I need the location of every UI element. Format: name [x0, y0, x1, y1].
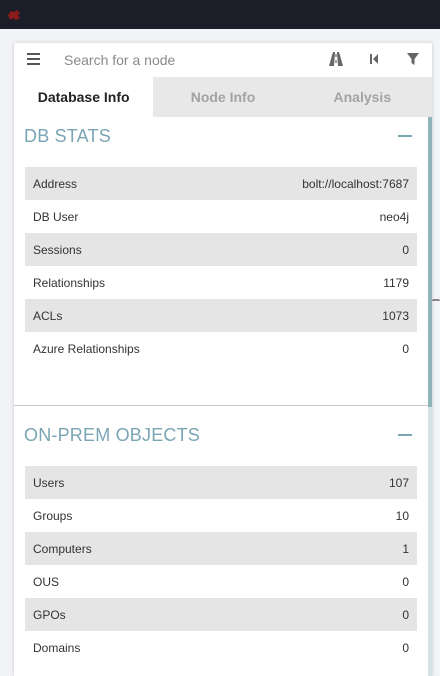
row-label: Groups	[33, 508, 73, 523]
search-bar	[14, 43, 432, 77]
graph-edge	[432, 299, 440, 303]
row-value: 1	[402, 541, 409, 556]
table-row: DB User neo4j	[25, 200, 417, 233]
row-value: 107	[388, 475, 409, 490]
bloodhound-logo-icon	[7, 8, 21, 26]
table-row: Computers 1	[25, 532, 417, 565]
table-row: Sessions 0	[25, 233, 417, 266]
db-stats-title: DB STATS	[24, 125, 111, 146]
app-topbar	[0, 0, 440, 29]
row-value: 1179	[383, 275, 409, 290]
collapse-minus-icon[interactable]	[398, 434, 412, 436]
onprem-objects-header[interactable]: ON-PREM OBJECTS	[24, 420, 414, 450]
row-label: Sessions	[33, 242, 82, 257]
tab-node-info[interactable]: Node Info	[153, 77, 293, 117]
onprem-objects-table: Users 107 Groups 10 Computers 1 OUS 0 GP…	[25, 466, 417, 664]
row-label: ACLs	[33, 308, 63, 323]
table-row: Address bolt://localhost:7687	[25, 167, 417, 200]
row-value: 0	[402, 574, 409, 589]
scrollbar-thumb[interactable]	[428, 117, 432, 407]
table-row: Azure Relationships 0	[25, 332, 417, 365]
tab-database-info[interactable]: Database Info	[14, 77, 154, 117]
row-value: 0	[402, 607, 409, 622]
row-value: bolt://localhost:7687	[302, 176, 409, 191]
row-label: Azure Relationships	[33, 341, 140, 356]
row-label: Domains	[33, 640, 81, 655]
table-row: Groups 10	[25, 499, 417, 532]
onprem-objects-title: ON-PREM OBJECTS	[24, 424, 201, 445]
row-label: OUS	[33, 574, 60, 589]
row-value: neo4j	[379, 209, 409, 224]
content-scrollbar[interactable]	[428, 117, 432, 676]
hamburger-icon[interactable]	[27, 53, 40, 66]
table-row: GPOs 0	[25, 598, 417, 631]
row-label: DB User	[33, 209, 79, 224]
db-stats-header[interactable]: DB STATS	[24, 121, 414, 151]
row-label: Address	[33, 176, 78, 191]
collapse-minus-icon[interactable]	[398, 135, 412, 137]
step-backward-icon[interactable]	[366, 51, 382, 67]
row-label: Users	[33, 475, 65, 490]
row-value: 0	[402, 640, 409, 655]
side-panel: Database Info Node Info Analysis DB STAT…	[14, 43, 432, 676]
table-row: Domains 0	[25, 631, 417, 664]
row-value: 1073	[382, 308, 409, 323]
table-row: OUS 0	[25, 565, 417, 598]
table-row: Users 107	[25, 466, 417, 499]
tab-analysis[interactable]: Analysis	[292, 77, 432, 117]
row-label: Computers	[33, 541, 92, 556]
filter-icon[interactable]	[405, 51, 421, 67]
row-value: 0	[402, 341, 409, 356]
row-label: GPOs	[33, 607, 66, 622]
row-label: Relationships	[33, 275, 106, 290]
row-value: 10	[395, 508, 409, 523]
search-input[interactable]	[64, 50, 314, 70]
table-row: ACLs 1073	[25, 299, 417, 332]
section-divider	[14, 405, 428, 406]
db-stats-table: Address bolt://localhost:7687 DB User ne…	[25, 167, 417, 365]
road-icon[interactable]	[328, 51, 344, 67]
tab-bar: Database Info Node Info Analysis	[14, 77, 432, 117]
database-info-content: DB STATS Address bolt://localhost:7687 D…	[14, 117, 432, 676]
row-value: 0	[402, 242, 409, 257]
table-row: Relationships 1179	[25, 266, 417, 299]
